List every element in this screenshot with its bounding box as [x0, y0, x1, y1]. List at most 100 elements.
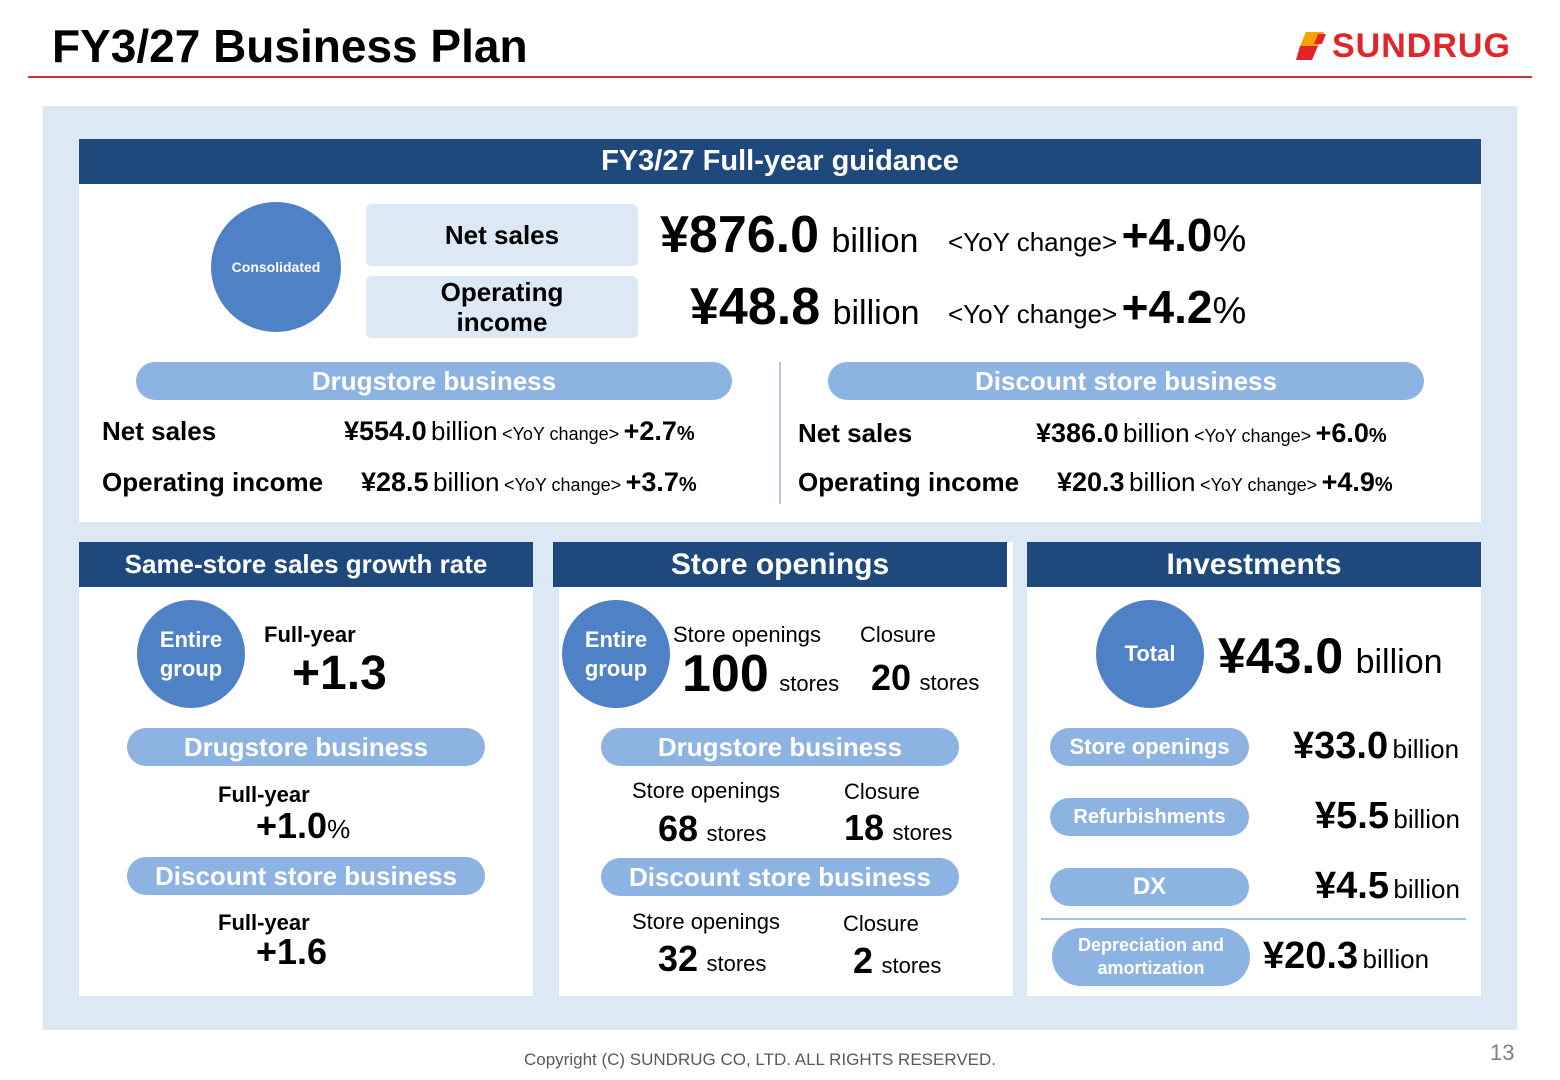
group-same-store-value: +1.3 [292, 647, 387, 700]
net-sales-label: Net sales [366, 204, 638, 266]
billion-unit: billion [1355, 643, 1443, 681]
group-closures-value: 20 [871, 657, 912, 698]
operating-income-yoy-value: +4.2 [1121, 281, 1213, 333]
stores-unit: stores [706, 821, 767, 846]
drugstore-same-store-row: +1.0% [256, 804, 350, 856]
dx-investment-value: ¥4.5 [1315, 865, 1389, 907]
total-investment-row: ¥43.0 billion [1218, 626, 1443, 699]
billion-unit: billion [832, 294, 920, 332]
dx-pill: DX [1050, 868, 1249, 906]
drugstore-net-sales-value: ¥554.0 [344, 416, 427, 446]
store-openings-investment-value: ¥33.0 [1293, 725, 1389, 767]
discount-business-pill: Discount store business [828, 362, 1424, 400]
drugstore-closures-row: 18 stores [844, 805, 952, 859]
total-investment-value: ¥43.0 [1218, 628, 1344, 684]
consolidated-badge: Consolidated [211, 202, 341, 332]
copyright-footer: Copyright (C) SUNDRUG CO, LTD. ALL RIGHT… [523, 1050, 996, 1069]
discount-closures-row: 2 stores [853, 938, 941, 992]
yoy-label: <YoY change> [503, 475, 622, 495]
discount-openings-row: 32 stores [658, 936, 766, 990]
yoy-label: <YoY change> [948, 227, 1118, 257]
investments-divider [1041, 918, 1466, 920]
operating-income-value: ¥48.8 [690, 278, 821, 336]
drugstore-same-store-value: +1.0 [256, 805, 328, 846]
drugstore-business-pill: Drugstore business [127, 728, 485, 766]
depreciation-row: ¥20.3 billion [1263, 934, 1429, 986]
stores-unit: stores [892, 820, 953, 845]
drugstore-op-yoy: +3.7 [625, 467, 679, 497]
dx-investment-row: ¥4.5 billion [1315, 864, 1460, 916]
billion-unit: billion [1362, 944, 1430, 974]
net-sales-row: ¥876.0 billion [660, 205, 918, 265]
operating-income-yoy-row: <YoY change> +4.2% [948, 277, 1246, 337]
drugstore-business-pill: Drugstore business [136, 362, 732, 400]
openings-label: Store openings [632, 778, 780, 803]
depreciation-value: ¥20.3 [1263, 935, 1359, 977]
logo-text: SUNDRUG [1332, 27, 1511, 65]
full-year-label: Full-year [218, 910, 310, 935]
same-store-header: Same-store sales growth rate [79, 542, 533, 587]
net-sales-value: ¥876.0 [660, 206, 820, 264]
net-sales-yoy-row: <YoY change> +4.0% [948, 205, 1246, 265]
yoy-label: <YoY change> [1194, 426, 1312, 446]
discount-closures-value: 2 [853, 940, 874, 981]
billion-unit: billion [1393, 804, 1460, 834]
investments-panel [1027, 542, 1481, 996]
drugstore-business-pill: Drugstore business [601, 728, 959, 766]
store-openings-investment-row: ¥33.0 billion [1293, 724, 1459, 776]
discount-op-label: Operating income [798, 467, 1020, 497]
operating-income-row: ¥48.8 billion [690, 277, 920, 337]
refurbishments-pill: Refurbishments [1050, 798, 1249, 836]
closure-label: Closure [843, 911, 919, 936]
openings-label: Store openings [673, 622, 821, 647]
percent-unit: % [1212, 218, 1247, 260]
guidance-divider [779, 362, 781, 504]
discount-net-sales-label: Net sales [798, 418, 913, 448]
discount-net-sales-yoy: +6.0 [1315, 418, 1369, 448]
percent-unit: % [678, 474, 697, 496]
sundrug-logo: SUNDRUG [1296, 24, 1526, 68]
drugstore-op-label: Operating income [102, 467, 324, 497]
discount-business-pill: Discount store business [601, 858, 959, 896]
billion-unit: billion [1129, 467, 1196, 497]
yoy-label: <YoY change> [502, 424, 620, 444]
discount-net-sales-row: ¥386.0 billion <YoY change> +6.0% [1036, 416, 1387, 455]
stores-unit: stores [919, 670, 980, 695]
yoy-label: <YoY change> [948, 299, 1118, 329]
store-openings-header: Store openings [553, 542, 1007, 587]
group-closures-row: 20 stores [871, 652, 979, 712]
full-year-label: Full-year [218, 782, 310, 807]
net-sales-yoy-value: +4.0 [1121, 209, 1213, 261]
yoy-label: <YoY change> [1199, 475, 1318, 495]
discount-same-store-value: +1.6 [256, 931, 328, 972]
operating-income-label: Operating income [366, 276, 638, 338]
billion-unit: billion [1392, 734, 1460, 764]
discount-op-value: ¥20.3 [1057, 467, 1125, 497]
logo-mark-icon [1296, 32, 1326, 60]
discount-net-sales-value: ¥386.0 [1036, 418, 1119, 448]
drugstore-openings-value: 68 [658, 808, 699, 849]
billion-unit: billion [433, 467, 500, 497]
entire-group-badge: Entire group [137, 600, 245, 708]
drugstore-closures-value: 18 [844, 807, 885, 848]
closure-label: Closure [844, 779, 920, 804]
drugstore-net-sales-row: ¥554.0 billion <YoY change> +2.7% [344, 414, 695, 453]
stores-unit: stores [706, 951, 767, 976]
billion-unit: billion [431, 416, 498, 446]
openings-label: Store openings [632, 909, 780, 934]
percent-unit: % [676, 423, 695, 445]
billion-unit: billion [1123, 418, 1190, 448]
total-badge: Total [1096, 600, 1204, 708]
drugstore-net-sales-yoy: +2.7 [623, 416, 677, 446]
discount-op-row: ¥20.3 billion <YoY change> +4.9% [1057, 465, 1393, 504]
percent-unit: % [1374, 474, 1393, 496]
investments-header: Investments [1027, 542, 1481, 587]
closure-label: Closure [860, 622, 936, 647]
refurbishments-investment-value: ¥5.5 [1315, 795, 1389, 837]
store-openings-pill: Store openings [1050, 728, 1249, 766]
drugstore-op-value: ¥28.5 [361, 467, 429, 497]
discount-openings-value: 32 [658, 938, 699, 979]
percent-unit: % [327, 814, 351, 844]
stores-unit: stores [779, 671, 840, 696]
group-openings-value: 100 [682, 645, 769, 703]
